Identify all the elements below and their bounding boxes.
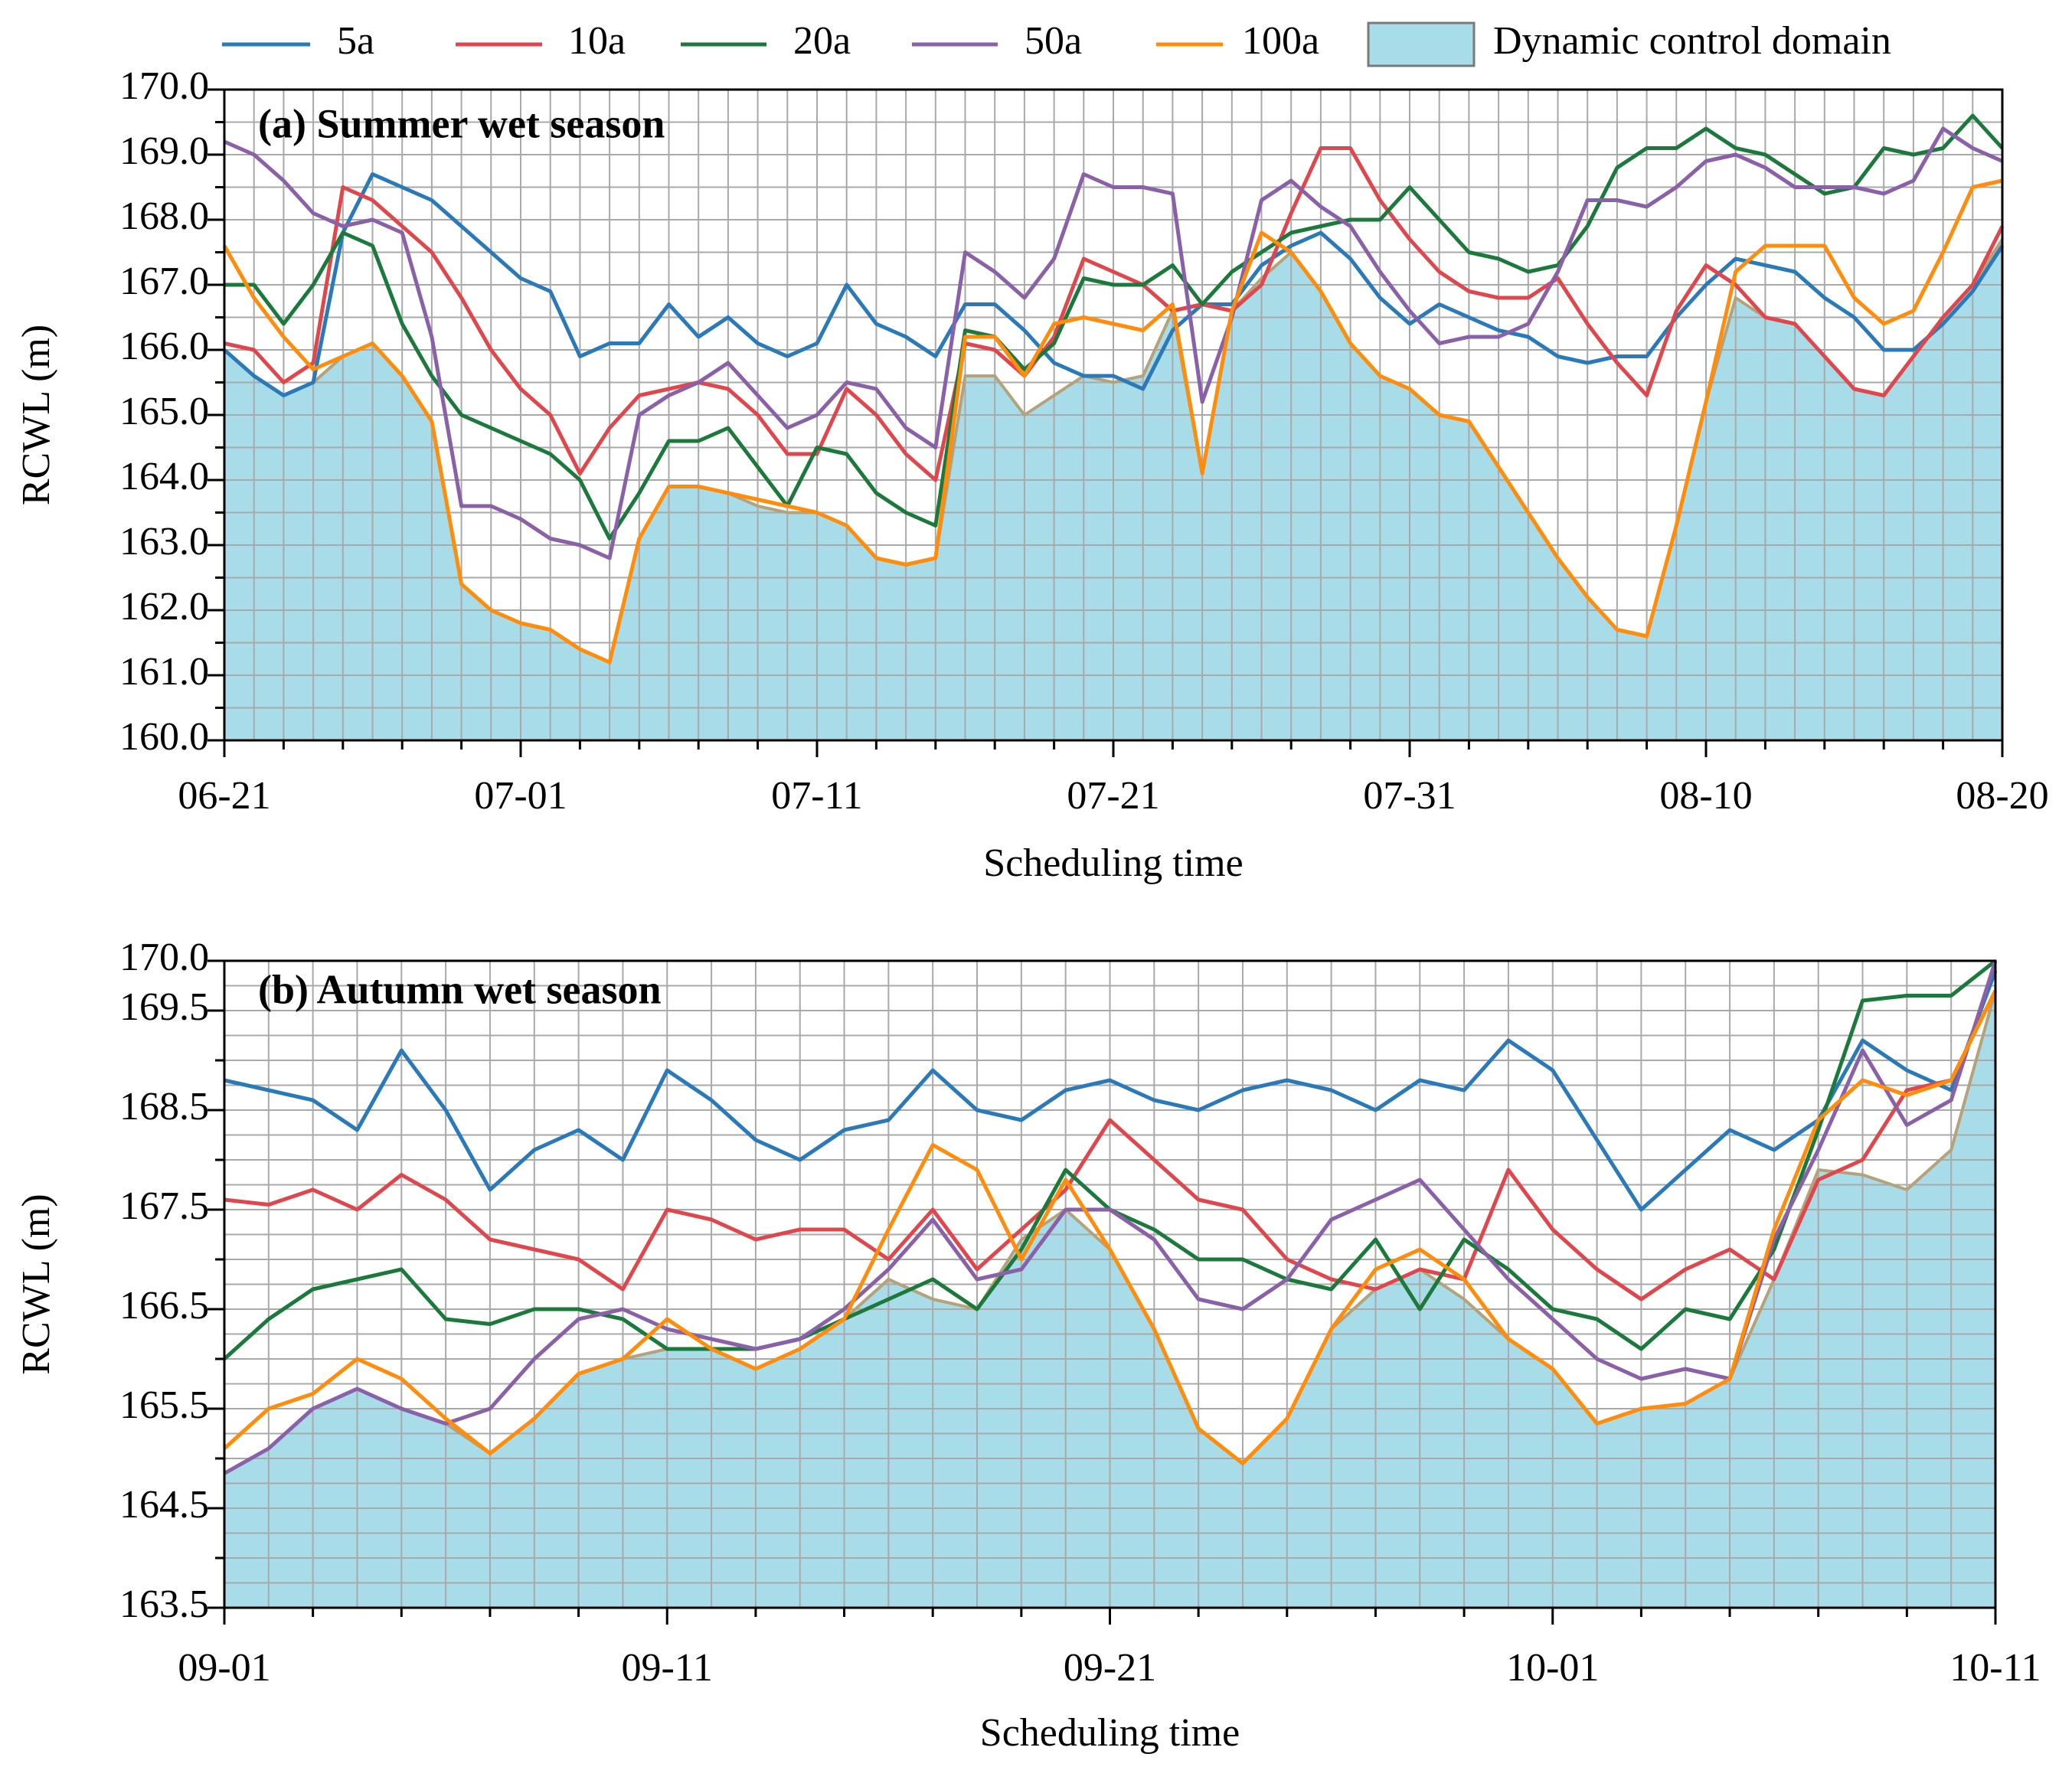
x-tick-label: 10-11 [1949, 1646, 2041, 1690]
y-tick-label: 165.5 [119, 1383, 209, 1427]
y-tick-label: 166.5 [119, 1284, 209, 1328]
x-tick-label: 09-21 [1064, 1646, 1156, 1690]
x-tick-label: 07-21 [1067, 774, 1159, 818]
y-tick-label: 170.0 [119, 64, 209, 108]
series-line [223, 989, 1998, 1465]
series-line [224, 989, 1998, 1302]
y-tick-label: 163.5 [119, 1582, 209, 1626]
x-tick-label: 07-31 [1363, 774, 1456, 818]
y-tick-label: 168.5 [119, 1085, 209, 1128]
legend-label: Dynamic control domain [1493, 19, 1891, 63]
series-line [223, 960, 1998, 1475]
y-tick-label: 167.0 [119, 260, 209, 303]
y-tick-label: 170.0 [119, 936, 209, 979]
y-tick-label: 160.0 [119, 715, 209, 759]
x-tick-label: 09-01 [178, 1646, 270, 1690]
y-axis-title: RCWL (m) [15, 325, 58, 505]
series-line [222, 178, 2003, 665]
legend: 5a 10a 20a 50a 100a Dynamic control domain [222, 19, 1891, 67]
panel: 09-01 09-11 09-21 10-01 10-11 163.5 164.5 165.5… [15, 936, 2041, 1755]
y-tick-label: 169.5 [119, 985, 209, 1029]
x-tick-label: 09-11 [622, 1646, 713, 1690]
y-tick-label: 162.0 [119, 585, 209, 629]
x-tick-label: 07-11 [771, 774, 862, 818]
series-line [224, 113, 2004, 541]
y-axis-title: RCWL (m) [15, 1194, 58, 1374]
x-tick-label: 06-21 [178, 774, 270, 818]
series-line [223, 172, 2005, 397]
legend-label: 5a [337, 19, 374, 63]
y-tick-label: 164.0 [119, 455, 209, 498]
y-tick-label: 161.0 [119, 650, 209, 694]
y-tick-label: 166.0 [119, 325, 209, 368]
y-tick-label: 167.5 [119, 1184, 209, 1228]
y-tick-label: 165.0 [119, 390, 209, 433]
x-axis-title: Scheduling time [983, 841, 1243, 885]
series-line [224, 970, 1998, 1212]
y-tick-label: 163.0 [119, 520, 209, 563]
panel-title: (a) Summer wet season [258, 100, 665, 146]
x-tick-label: 10-01 [1506, 1646, 1599, 1690]
series-line [224, 146, 2005, 482]
panel-title: (b) Autumn wet season [258, 966, 662, 1012]
x-tick-label: 08-20 [1956, 774, 2048, 818]
legend-label: 10a [568, 19, 626, 63]
x-axis-title: Scheduling time [980, 1711, 1240, 1755]
legend-swatch [1367, 21, 1476, 67]
series-line [223, 126, 2004, 560]
legend-label: 50a [1025, 19, 1082, 63]
legend-label: 100a [1242, 19, 1319, 63]
x-tick-label: 07-01 [474, 774, 567, 818]
y-tick-label: 168.0 [119, 194, 209, 238]
x-tick-label: 08-10 [1659, 774, 1752, 818]
legend-label: 20a [793, 19, 851, 63]
panel: 06-21 07-01 07-11 07-21 07-31 08-10 08-20 160.0… [15, 64, 2049, 885]
y-tick-label: 169.0 [119, 129, 209, 173]
y-tick-label: 164.5 [119, 1483, 209, 1527]
